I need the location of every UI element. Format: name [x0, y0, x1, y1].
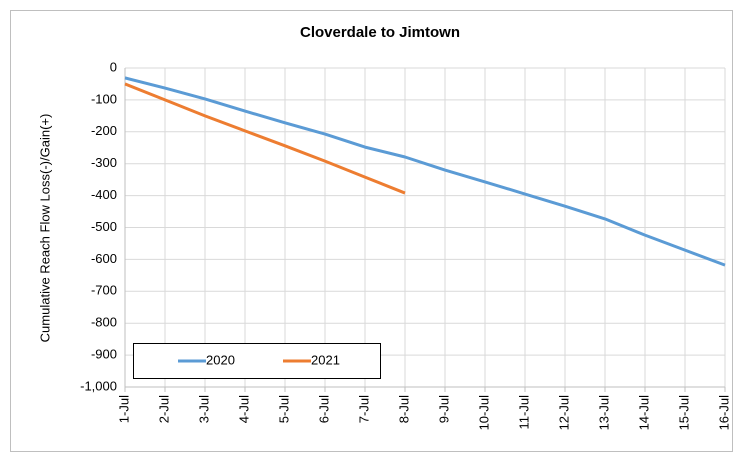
x-tick-label: 5-Jul [276, 395, 291, 423]
x-tick-label: 11-Jul [516, 395, 531, 430]
y-tick-label: -900 [91, 347, 117, 362]
y-tick-label: -200 [91, 123, 117, 138]
x-tick-label: 4-Jul [236, 395, 251, 423]
x-tick-label: 6-Jul [316, 395, 331, 423]
legend-label: 2021 [311, 352, 340, 367]
x-tick-label: 12-Jul [556, 395, 571, 431]
legend-label: 2020 [206, 352, 235, 367]
series-line [124, 82, 406, 195]
x-tick-label: 13-Jul [596, 395, 611, 431]
x-tick-label: 8-Jul [396, 395, 411, 423]
y-tick-label: -1,000 [80, 378, 117, 393]
x-tick-label: 15-Jul [676, 395, 691, 431]
y-tick-label: -800 [91, 315, 117, 330]
chart-frame [10, 10, 733, 452]
y-tick-label: -300 [91, 155, 117, 170]
y-tick-label: 0 [110, 59, 117, 74]
x-tick-label: 2-Jul [156, 395, 171, 423]
x-tick-label: 10-Jul [476, 395, 491, 431]
legend-box [133, 343, 381, 379]
x-tick-label: 1-Jul [116, 395, 131, 423]
x-tick-label: 9-Jul [436, 395, 451, 423]
y-tick-label: -400 [91, 187, 117, 202]
y-tick-label: -500 [91, 219, 117, 234]
y-tick-label: -100 [91, 91, 117, 106]
y-tick-label: -700 [91, 283, 117, 298]
x-tick-label: 7-Jul [356, 395, 371, 423]
x-tick-label: 3-Jul [196, 395, 211, 423]
chart-title: Cloverdale to Jimtown [300, 24, 460, 41]
x-tick-label: 14-Jul [636, 395, 651, 431]
y-axis-label: Cumulative Reach Flow Loss(-)/Gain(+) [37, 114, 52, 343]
y-tick-label: -600 [91, 251, 117, 266]
series-line [124, 76, 726, 267]
x-tick-label: 16-Jul [716, 395, 731, 431]
